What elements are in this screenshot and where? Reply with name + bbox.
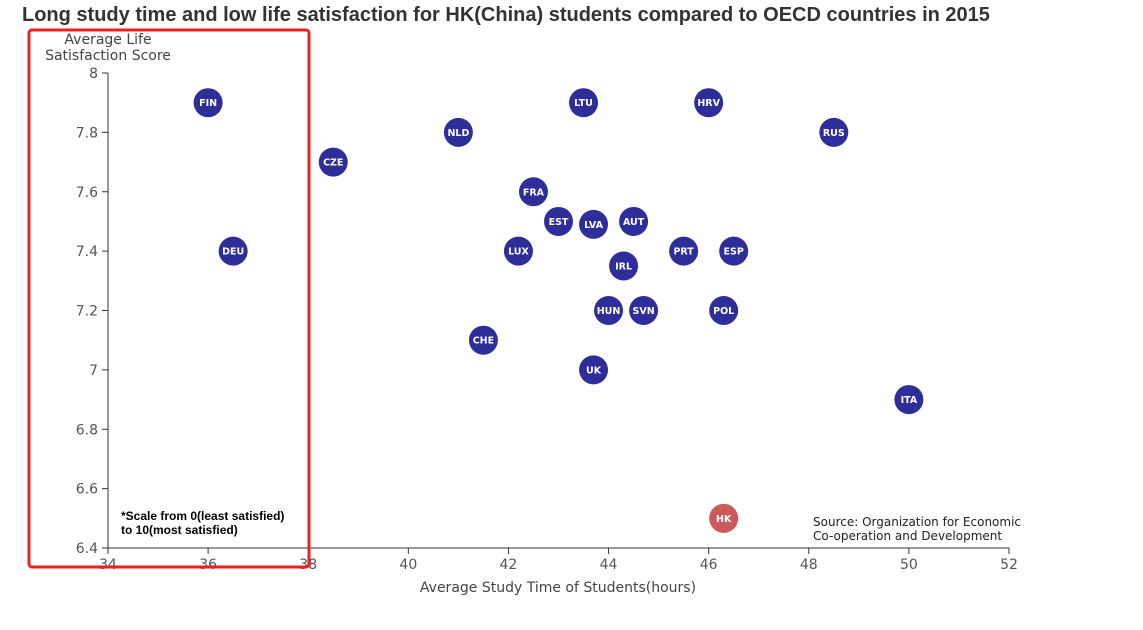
point-bubble[interactable]: [619, 206, 649, 236]
point-label: HRV: [697, 98, 720, 109]
y-tick-label: 6.6: [76, 482, 98, 498]
point-label: PRT: [673, 247, 694, 258]
point-bubble[interactable]: [819, 117, 849, 147]
point-label: LUX: [508, 247, 529, 258]
point-cze[interactable]: CZE: [318, 147, 348, 177]
point-bubble[interactable]: [709, 503, 739, 533]
source-note: Source: Organization for Economic Co-ope…: [813, 515, 1021, 543]
scale-note-line-2: to 10(most satisfied): [121, 523, 238, 537]
point-hk[interactable]: HK: [709, 503, 739, 533]
point-label: AUT: [623, 217, 645, 228]
point-deu[interactable]: DEU: [218, 236, 248, 266]
point-label: SVN: [633, 306, 655, 317]
y-tick-label: 7.2: [76, 304, 98, 320]
point-bubble[interactable]: [218, 236, 248, 266]
point-label: CZE: [323, 158, 343, 169]
point-ita[interactable]: ITA: [894, 385, 924, 415]
point-bubble[interactable]: [719, 236, 749, 266]
point-bubble[interactable]: [669, 236, 699, 266]
x-tick-label: 52: [1000, 557, 1018, 573]
point-label: EST: [549, 217, 569, 228]
point-bubble[interactable]: [503, 236, 533, 266]
point-prt[interactable]: PRT: [669, 236, 699, 266]
point-label: CHE: [473, 336, 494, 347]
point-esp[interactable]: ESP: [719, 236, 749, 266]
point-label: ITA: [901, 395, 918, 406]
annotation-highlight-box: [27, 28, 311, 569]
y-tick-label: 7.8: [76, 125, 98, 141]
point-hrv[interactable]: HRV: [694, 88, 724, 118]
point-pol[interactable]: POL: [709, 296, 739, 325]
y-axis-title-line-2: Satisfaction Score: [45, 48, 171, 64]
point-label: HK: [716, 514, 732, 525]
x-tick-label: 48: [800, 557, 818, 573]
point-rus[interactable]: RUS: [819, 117, 849, 147]
point-irl[interactable]: IRL: [609, 251, 639, 281]
x-tick-label: 44: [600, 557, 618, 573]
x-tick-label: 42: [500, 557, 518, 573]
point-ltu[interactable]: LTU: [569, 88, 599, 118]
point-label: NLD: [447, 128, 469, 139]
y-tick-label: 7: [89, 363, 98, 379]
point-label: RUS: [823, 128, 845, 139]
point-bubble[interactable]: [518, 177, 548, 207]
data-points: FIN DEU CZE NLD CHE LUX FRA EST LTU LVA UK HUN IRL AU…: [193, 88, 924, 533]
point-bubble[interactable]: [579, 209, 609, 239]
point-label: LTU: [574, 98, 593, 109]
point-bubble[interactable]: [193, 88, 223, 118]
point-svn[interactable]: SVN: [629, 296, 659, 325]
point-bubble[interactable]: [709, 296, 739, 325]
point-label: IRL: [615, 261, 632, 272]
x-tick-label: 36: [199, 557, 217, 573]
point-fra[interactable]: FRA: [518, 177, 548, 207]
y-axis-title: Average Life Satisfaction Score: [45, 32, 171, 64]
scale-note: *Scale from 0(least satisfied) to 10(mos…: [121, 509, 284, 537]
point-label: DEU: [222, 247, 244, 258]
y-axis-title-line-1: Average Life: [64, 32, 151, 48]
point-label: HUN: [597, 306, 621, 317]
point-bubble[interactable]: [609, 251, 639, 281]
point-est[interactable]: EST: [544, 206, 573, 236]
y-tick-label: 6.4: [76, 541, 98, 557]
point-bubble[interactable]: [318, 147, 348, 177]
point-fin[interactable]: FIN: [193, 88, 223, 118]
scale-note-line-1: *Scale from 0(least satisfied): [121, 509, 284, 523]
y-tick-label: 8: [89, 66, 98, 82]
point-bubble[interactable]: [544, 206, 573, 236]
point-hun[interactable]: HUN: [594, 296, 624, 325]
point-label: ESP: [724, 247, 744, 258]
point-lux[interactable]: LUX: [503, 236, 533, 266]
point-aut[interactable]: AUT: [619, 206, 649, 236]
y-tick-label: 7.4: [76, 244, 98, 260]
point-bubble[interactable]: [579, 355, 609, 385]
point-label: POL: [713, 306, 734, 317]
point-bubble[interactable]: [629, 296, 659, 325]
x-tick-label: 46: [700, 557, 718, 573]
point-bubble[interactable]: [569, 88, 599, 118]
point-bubble[interactable]: [468, 325, 498, 355]
point-label: FIN: [199, 98, 217, 109]
point-bubble[interactable]: [594, 296, 624, 325]
point-label: FRA: [523, 187, 545, 198]
source-line-2: Co-operation and Development: [813, 529, 1002, 543]
point-bubble[interactable]: [443, 117, 473, 147]
y-tick-label: 6.8: [76, 422, 98, 438]
point-nld[interactable]: NLD: [443, 117, 473, 147]
x-tick-label: 40: [399, 557, 417, 573]
x-tick-label: 50: [900, 557, 918, 573]
point-bubble[interactable]: [694, 88, 724, 118]
x-axis-title: Average Study Time of Students(hours): [420, 580, 696, 596]
point-lva[interactable]: LVA: [579, 209, 609, 239]
point-uk[interactable]: UK: [579, 355, 609, 385]
point-bubble[interactable]: [894, 385, 924, 415]
source-line-1: Source: Organization for Economic: [813, 515, 1021, 529]
x-tick-label: 34: [99, 557, 117, 573]
y-tick-label: 7.6: [76, 185, 98, 201]
chart-title: Long study time and low life satisfactio…: [22, 4, 990, 26]
point-label: UK: [586, 365, 602, 376]
point-che[interactable]: CHE: [468, 325, 498, 355]
point-label: LVA: [584, 220, 603, 231]
